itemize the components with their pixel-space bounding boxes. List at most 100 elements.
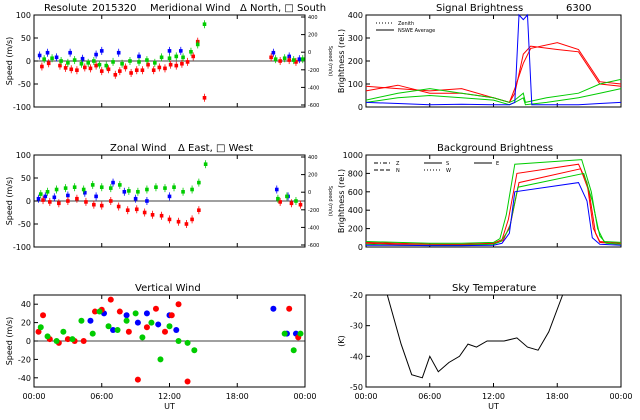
signal-title: Signal Brightness	[436, 3, 523, 14]
sky-xlabel: UT	[488, 402, 499, 411]
vertical-point	[44, 333, 51, 340]
background-ytick-label: 600	[348, 188, 363, 197]
zonal-ytick-right-label: 200	[308, 173, 318, 179]
background-legend-label: S	[446, 161, 449, 167]
zonal-ytick-label: 0	[26, 197, 31, 206]
meridional-ytick-label: -50	[18, 80, 31, 89]
vertical-title: Vertical Wind	[135, 283, 201, 294]
vertical-point	[123, 317, 130, 324]
zonal-legend-text: Δ East, □ West	[178, 143, 253, 154]
vertical-point	[40, 312, 47, 319]
vertical-xtick-label: 00:00	[293, 392, 316, 401]
vertical-point	[134, 319, 141, 326]
vertical-point	[60, 328, 67, 335]
vertical-point	[114, 326, 121, 333]
vertical-point	[69, 336, 76, 343]
vertical-point	[270, 305, 277, 312]
vertical-point	[78, 317, 85, 324]
signal-brightness-panel: Signal Brightness 6300 400 300 200 100 0 Brig…	[337, 3, 622, 112]
vertical-xtick-label: 18:00	[226, 392, 249, 401]
background-legend-label: W	[446, 168, 451, 174]
sky-xtick-label: 18:00	[546, 392, 569, 401]
meridional-ytick-right-label: -200	[308, 68, 319, 74]
signal-legend-label: Zenith	[398, 21, 414, 27]
vertical-point	[89, 330, 96, 337]
vertical-point	[37, 324, 44, 331]
vertical-point	[175, 301, 182, 308]
vertical-point	[64, 336, 71, 343]
sky-title: Sky Temperature	[452, 283, 536, 294]
vertical-point	[148, 319, 155, 326]
sky-xtick-label: 12:00	[482, 392, 505, 401]
vertical-ylabel: Speed (m/s)	[5, 317, 14, 366]
zonal-ytick-right-label: -200	[308, 208, 319, 214]
vertical-point	[184, 378, 191, 385]
background-legend-label: E	[496, 161, 499, 167]
vertical-point	[35, 328, 42, 335]
signal-ytick-label: 0	[358, 103, 363, 112]
date-label: 2015320	[92, 3, 137, 14]
background-series-line	[365, 163, 622, 245]
vertical-point	[132, 310, 139, 317]
background-series-line	[366, 182, 622, 247]
vertical-point	[53, 338, 60, 344]
vertical-point	[96, 308, 103, 315]
vertical-xlabel: UT	[164, 402, 175, 411]
signal-legend-label: NSWE Average	[398, 28, 435, 34]
background-series-line	[365, 172, 622, 246]
vertical-point	[155, 321, 162, 328]
background-ylabel: Brightness (rel.)	[337, 169, 346, 233]
background-legend-label: N	[396, 168, 400, 174]
vertical-point	[123, 312, 130, 319]
meridional-ytick-right-label: 400	[308, 15, 318, 21]
sky-ylabel: (K)	[337, 335, 346, 347]
zonal-wind-panel: Zonal Wind Δ East, □ West 100 50 0 -50 -100 4…	[5, 143, 333, 252]
vertical-xtick-label: 12:00	[158, 392, 181, 401]
background-ytick-label: 1000	[343, 151, 363, 160]
sky-ytick-label: -30	[350, 322, 363, 331]
vertical-point	[168, 312, 175, 319]
vertical-point	[139, 334, 146, 341]
meridional-ytick-label: 100	[16, 11, 31, 20]
meridional-ylabel-right: Speed (m/s)	[327, 46, 333, 76]
vertical-point	[184, 339, 191, 346]
vertical-point	[191, 347, 198, 354]
sky-xtick-label: 00:00	[354, 392, 377, 401]
site-label: Resolute	[44, 3, 87, 14]
signal-series-line	[365, 42, 622, 104]
zonal-ylabel-right: Speed (m/s)	[327, 186, 333, 216]
sky-ytick-label: -40	[350, 352, 363, 361]
vertical-ytick-label: -40	[18, 374, 31, 383]
vertical-point	[175, 338, 182, 344]
meridional-legend-text: Δ North, □ South	[240, 3, 326, 14]
zonal-ytick-right-label: -600	[308, 243, 319, 249]
meridional-wind-panel: Meridional Wind Δ North, □ South 100 50 0 -…	[5, 3, 333, 112]
signal-series-line	[365, 13, 622, 106]
vertical-point	[286, 305, 293, 312]
signal-ylabel: Brightness (rel.)	[337, 29, 346, 93]
sky-ytick-label: -20	[350, 291, 363, 300]
vertical-point	[105, 323, 112, 330]
meridional-ytick-label: -100	[13, 103, 31, 112]
sky-ytick-label: -50	[350, 383, 363, 392]
vertical-point	[161, 328, 168, 335]
background-ytick-label: 0	[358, 243, 363, 252]
vertical-point	[143, 324, 150, 331]
vertical-point	[107, 296, 114, 303]
meridional-ytick-label: 50	[21, 34, 31, 43]
vertical-point	[297, 330, 304, 337]
signal-ytick-label: 300	[348, 34, 363, 43]
zonal-ytick-right-label: -400	[308, 225, 319, 231]
vertical-ytick-label: 40	[21, 300, 31, 309]
vertical-wind-panel: Vertical Wind 40 20 0 -20 -40 Speed (m/s) 00:0…	[5, 283, 317, 411]
signal-ytick-label: 200	[348, 57, 363, 66]
background-title: Background Brightness	[437, 143, 553, 154]
vertical-ytick-label: -20	[18, 355, 31, 364]
vertical-point	[91, 308, 98, 315]
sky-xtick-label: 06:00	[418, 392, 441, 401]
sky-xtick-label: 00:00	[609, 392, 632, 401]
vertical-point	[116, 308, 123, 315]
signal-ytick-label: 400	[348, 11, 363, 20]
zonal-ytick-label: -100	[13, 243, 31, 252]
